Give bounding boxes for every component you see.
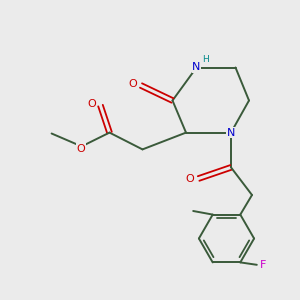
Text: F: F — [260, 260, 267, 270]
Text: O: O — [128, 79, 137, 89]
Text: N: N — [227, 128, 235, 138]
Text: O: O — [88, 99, 97, 109]
Text: O: O — [76, 144, 85, 154]
Text: H: H — [202, 55, 209, 64]
Text: N: N — [192, 62, 201, 73]
Text: O: O — [186, 174, 195, 184]
